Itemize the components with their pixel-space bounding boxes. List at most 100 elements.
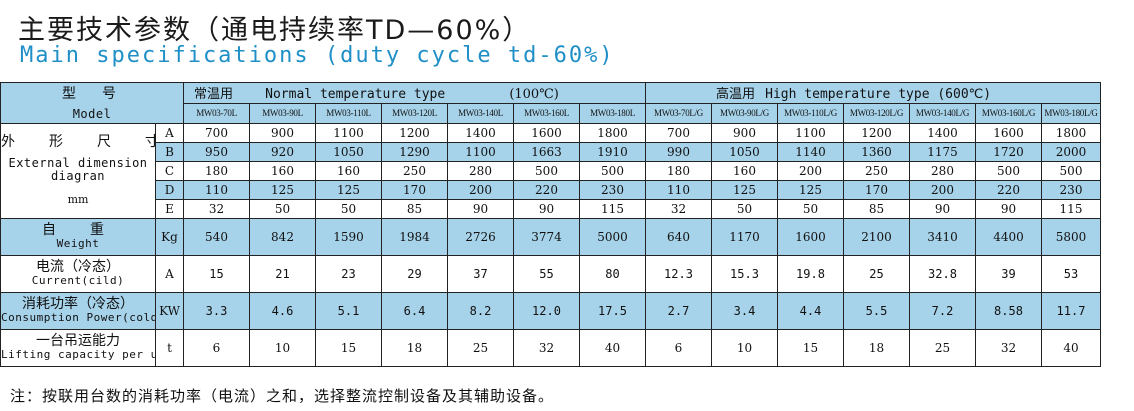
value-cell: 21: [249, 254, 316, 293]
power-label: 消耗功率（冷态） Consumption Power(cold): [0, 291, 156, 330]
value-cell: 2100: [843, 217, 910, 256]
value-cell: 12.3: [645, 254, 712, 293]
weight-label-cn: 自 重: [42, 221, 114, 238]
value-cell: 115: [1040, 198, 1102, 219]
value-cell: 80: [579, 254, 646, 293]
value-cell: 29: [381, 254, 448, 293]
value-cell: 3.4: [711, 291, 778, 330]
value-cell: 32: [975, 328, 1042, 367]
dimension-row: E 32 50 50 85 90 90 115 32 50 50 85 90 90 115: [1, 198, 1102, 219]
dimension-label-en: External dimension diagran: [8, 155, 148, 183]
value-cell: 90: [975, 198, 1042, 219]
model-cell: MW03-90L/G: [711, 102, 778, 124]
value-cell: 90: [513, 198, 580, 219]
value-cell: 1600: [975, 122, 1042, 143]
value-cell: 1200: [843, 122, 910, 143]
value-cell: 1140: [777, 141, 844, 162]
high-type-cn: 高温用: [716, 87, 756, 103]
value-cell: 500: [975, 160, 1042, 181]
value-cell: 500: [579, 160, 646, 181]
value-cell: 15: [777, 328, 844, 367]
value-cell: 15: [315, 328, 382, 367]
current-label: 电流（冷态） Current(cild): [0, 254, 156, 293]
value-cell: 12.0: [513, 291, 580, 330]
model-cell: MW03-70L/G: [645, 102, 712, 124]
value-cell: 32: [645, 198, 712, 219]
value-cell: 4.4: [777, 291, 844, 330]
value-cell: 125: [249, 179, 316, 200]
model-cell: MW03-140L/G: [909, 102, 976, 124]
value-cell: 55: [513, 254, 580, 293]
power-row: 消耗功率（冷态） Consumption Power(cold) KW 3.3 4.6 5…: [0, 291, 1102, 330]
value-cell: 8.2: [447, 291, 514, 330]
header-row-top: 型 号 常温用 Normal temperature type (100℃) 高…: [0, 82, 1102, 104]
value-cell: 10: [711, 328, 778, 367]
value-cell: 2.7: [645, 291, 712, 330]
value-cell: 1800: [579, 122, 646, 143]
value-cell: 842: [249, 217, 316, 256]
value-cell: 700: [183, 122, 250, 143]
normal-type-temp: (100℃): [509, 87, 559, 103]
power-label-cn: 消耗功率（冷态）: [22, 295, 134, 312]
dimension-unit: mm: [67, 192, 89, 206]
value-cell: 18: [381, 328, 448, 367]
model-cell: MW03-110L: [315, 102, 382, 124]
value-cell: 1175: [909, 141, 976, 162]
value-cell: 500: [1040, 160, 1102, 181]
current-row: 电流（冷态） Current(cild) A 15 21 23 29 37 55 80 12.3 15…: [0, 254, 1102, 293]
value-cell: 25: [447, 328, 514, 367]
dimension-row: D 110 125 125 170 200 220 230 110 125 125 170 200 220…: [1, 179, 1102, 200]
value-cell: 15.3: [711, 254, 778, 293]
value-cell: 4400: [975, 217, 1042, 256]
value-cell: 5.5: [843, 291, 910, 330]
value-cell: 230: [1040, 179, 1102, 200]
value-cell: 32: [183, 198, 250, 219]
value-cell: 11.7: [1040, 291, 1102, 330]
model-label-cn: 型 号: [62, 86, 122, 102]
dimension-row: 外 形 尺 寸 External dimension diagran mm A 700 9…: [0, 122, 1102, 219]
value-cell: 3.3: [183, 291, 250, 330]
value-cell: 40: [579, 328, 646, 367]
weight-label-en: Weight: [56, 236, 100, 250]
current-unit: A: [155, 254, 184, 293]
value-cell: 700: [645, 122, 712, 143]
model-cell: MW03-180L: [579, 102, 646, 124]
value-cell: 17.5: [579, 291, 646, 330]
value-cell: 220: [513, 179, 580, 200]
value-cell: 1100: [447, 141, 514, 162]
value-cell: 50: [315, 198, 382, 219]
value-cell: 110: [645, 179, 712, 200]
dimension-row: C 180 160 160 250 280 500 500 180 160 200 250 280 500…: [1, 160, 1102, 181]
model-label-en-cell: Model: [0, 103, 184, 124]
value-cell: 5000: [579, 217, 646, 256]
dimension-key: E: [155, 198, 184, 219]
model-cell: MW03-180L/G: [1040, 102, 1102, 124]
value-cell: 900: [249, 122, 316, 143]
value-cell: 1050: [315, 141, 382, 162]
model-cell: MW03-140L: [447, 102, 514, 124]
value-cell: 8.58: [975, 291, 1042, 330]
value-cell: 3774: [513, 217, 580, 256]
value-cell: 1600: [513, 122, 580, 143]
model-cell: MW03-120L/G: [843, 102, 910, 124]
lifting-unit: t: [155, 328, 184, 367]
value-cell: 170: [843, 179, 910, 200]
value-cell: 540: [183, 217, 250, 256]
high-type-header: 高温用 High temperature type (600℃): [644, 82, 1102, 104]
value-cell: 2000: [1040, 141, 1102, 162]
value-cell: 1600: [777, 217, 844, 256]
value-cell: 1050: [711, 141, 778, 162]
value-cell: 160: [249, 160, 316, 181]
value-cell: 220: [975, 179, 1042, 200]
value-cell: 250: [381, 160, 448, 181]
model-cell: MW03-90L: [249, 102, 316, 124]
dimension-label-cn: 外 形 尺 寸: [1, 133, 156, 150]
value-cell: 3410: [909, 217, 976, 256]
value-cell: 1100: [777, 122, 844, 143]
current-label-cn: 电流（冷态）: [36, 258, 120, 275]
value-cell: 90: [909, 198, 976, 219]
model-cell: MW03-110L/G: [777, 102, 844, 124]
value-cell: 6: [183, 328, 250, 367]
value-cell: 50: [249, 198, 316, 219]
value-cell: 40: [1040, 328, 1102, 367]
